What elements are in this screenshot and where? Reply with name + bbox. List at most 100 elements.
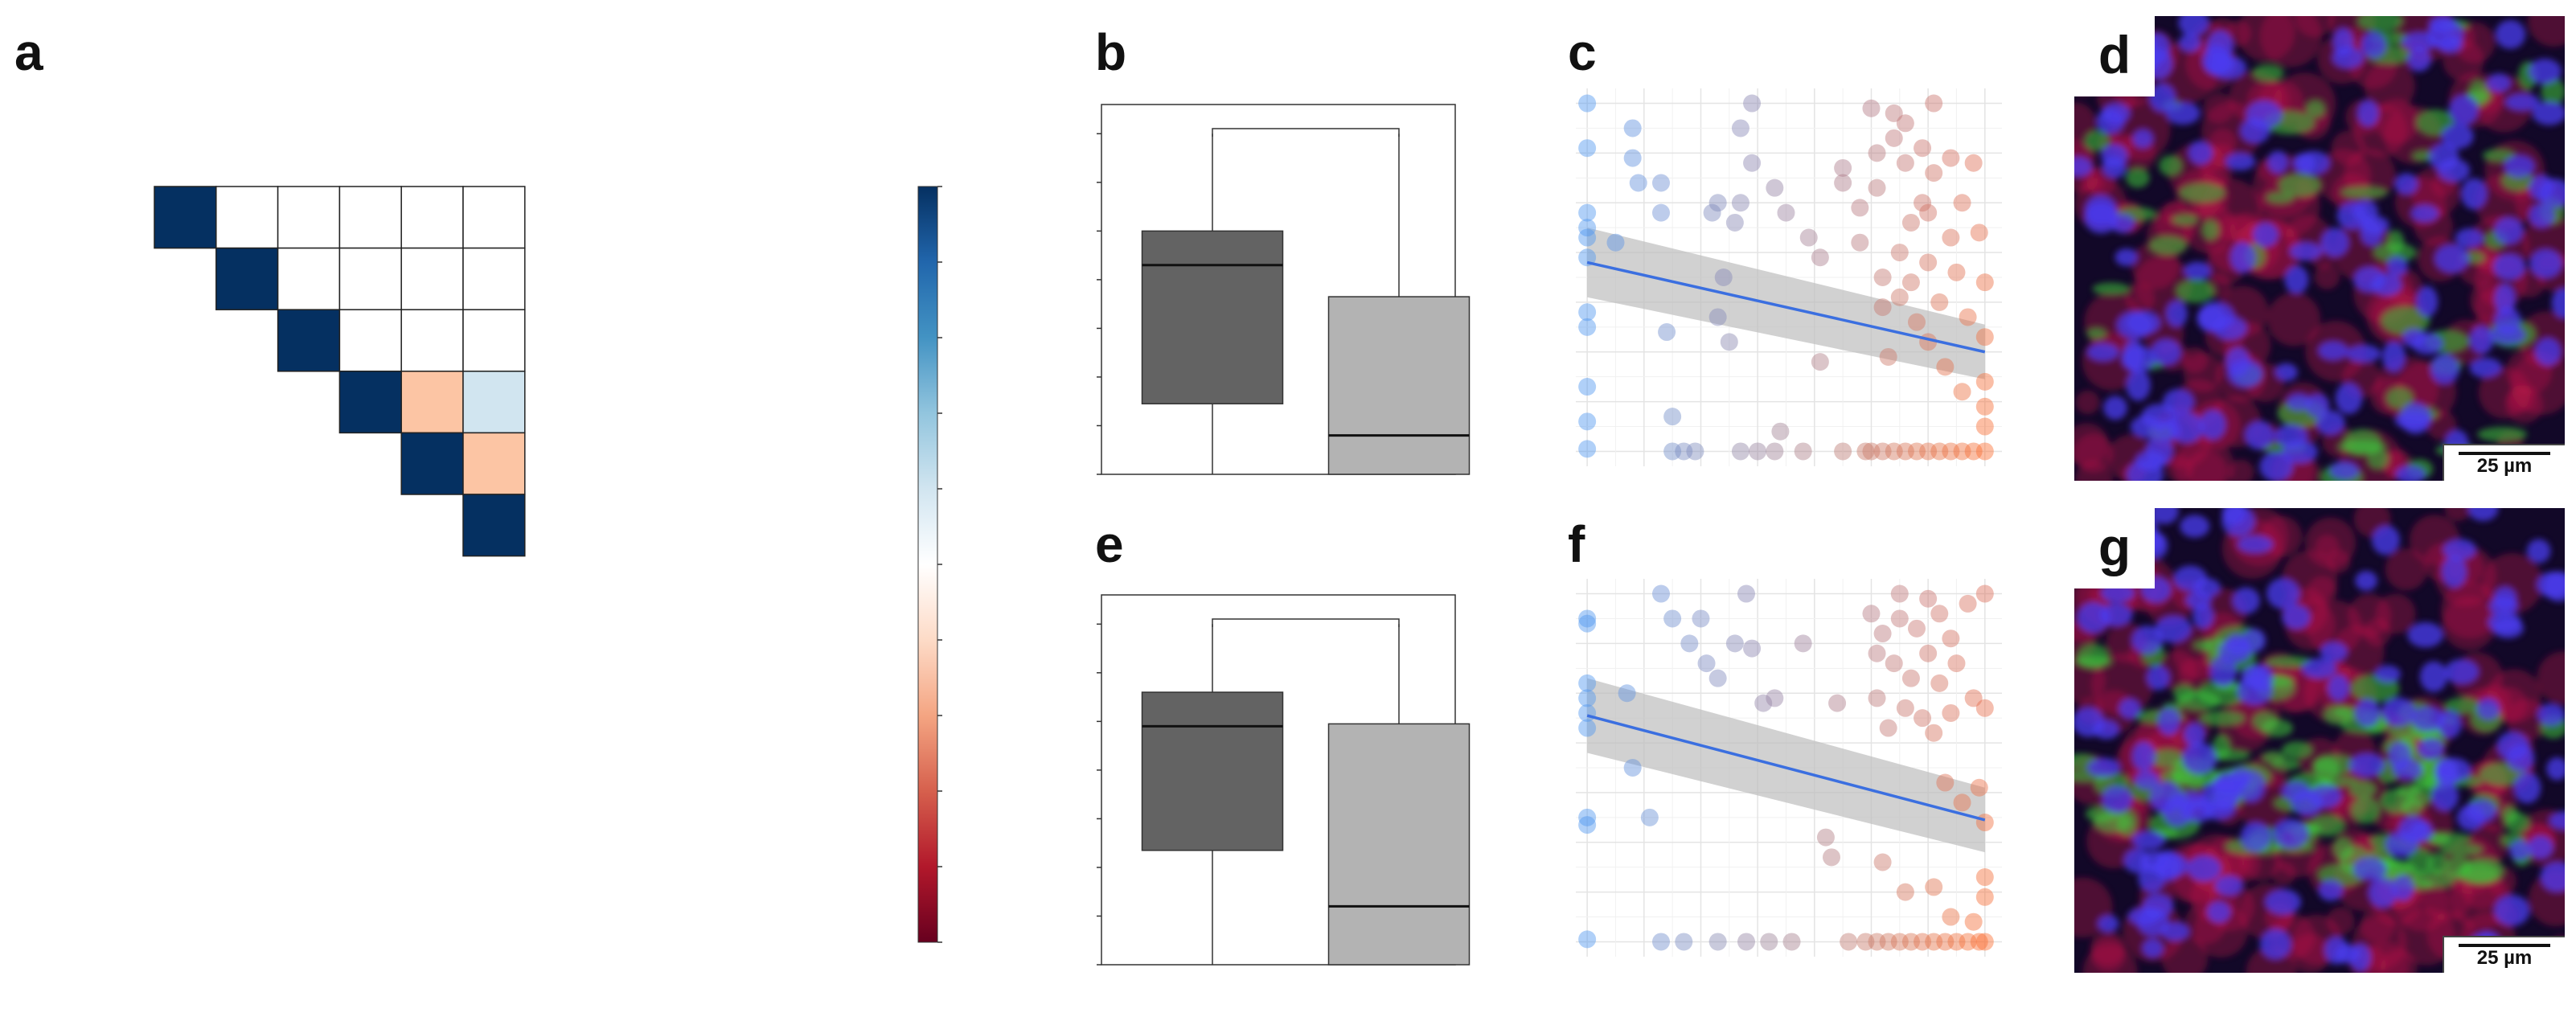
nucleus-signal [2178,33,2201,52]
scatter-point [1708,669,1727,687]
scatter-point [1578,412,1597,431]
lat1-vhl-scatter [1576,88,2002,466]
nucleus-signal [2141,404,2178,429]
stroma-signal [2409,779,2434,806]
nucleus-signal [2123,338,2144,371]
nucleus-signal [2141,938,2164,958]
scatter-point [1868,178,1886,197]
scatter-point [1947,933,1966,951]
scatter-point [1885,442,1903,461]
cytoplasm-signal [2090,937,2127,973]
stroma-signal [2305,100,2326,118]
nucleus-signal [2317,340,2348,361]
scatter-point [1970,778,1988,797]
nucleus-signal [2504,92,2540,112]
stroma-signal [2504,812,2530,834]
scatter-point [1953,793,1971,812]
scatter-point [1731,119,1749,137]
scatter-point [1578,203,1597,222]
nucleus-signal [2345,344,2381,363]
scatter-point [1885,654,1903,673]
cytoplasm-signal [2528,16,2565,47]
nucleus-signal [2549,811,2565,830]
stroma-signal [2086,327,2107,339]
scatter-point [1964,154,1983,172]
scatter-point [1925,878,1943,896]
nucleus-signal [2493,894,2530,927]
cytoplasm-signal [2364,60,2415,113]
scatter-point [1975,397,1994,416]
nucleus-signal [2214,875,2243,896]
nucleus-signal [2204,52,2235,76]
scatter-point [1725,213,1744,232]
scatter-point [1840,933,1858,951]
scatter-point [1868,144,1886,162]
nucleus-signal [2183,261,2212,281]
scatter-point [1919,644,1938,662]
nucleus-signal [2307,784,2342,809]
stroma-signal [2199,710,2246,727]
scatter-point [1737,933,1755,951]
nucleus-signal [2476,698,2500,720]
nucleus-signal [2259,928,2291,960]
panel-letter-g: g [2074,508,2155,588]
scatter-point [1901,933,1920,951]
scatter-point [1708,308,1727,326]
nucleus-signal [2437,710,2462,739]
stroma-signal [2351,796,2381,824]
nucleus-signal [2431,781,2459,812]
nucleus-signal [2084,195,2118,226]
scatter-point [1578,609,1597,628]
scatter-point [1766,442,1784,461]
nucleus-signal [2281,781,2311,802]
scatter-point [1925,724,1943,742]
nucleus-signal [2074,707,2105,737]
scatter-point [1901,273,1920,292]
scatter-point [1914,139,1932,158]
nucleus-signal [2529,203,2555,229]
scatter-point [1896,114,1914,133]
nucleus-signal [2504,154,2536,178]
scatter-point [1873,853,1892,871]
nucleus-signal [2209,656,2238,687]
nucleus-signal [2281,605,2311,629]
stroma-signal [2482,149,2516,162]
scatter-point [1680,634,1699,653]
box-body [1327,723,1471,966]
nucleus-signal [2320,642,2348,662]
scatter-point [1879,933,1897,951]
nucleus-signal [2126,369,2151,401]
cytoplasm-signal [2444,508,2471,522]
scatter-point [1606,233,1625,252]
stroma-signal [2340,186,2389,199]
scatter-point [1975,584,1994,603]
nucleus-signal [2381,341,2406,373]
scatter-point [1623,119,1642,137]
nucleus-signal [2131,625,2164,654]
stroma-signal [2343,428,2381,456]
nucleus-signal [2266,150,2289,174]
nucleus-signal [2528,58,2562,84]
panel-letter-b: b [1095,23,1127,81]
nucleus-signal [2197,305,2226,333]
nucleus-signal [2275,363,2298,382]
nucleus-signal [2318,880,2344,901]
scatter-point [1942,149,1960,167]
scatter-point [1942,629,1960,648]
scatter-point [1896,154,1914,172]
stroma-signal [2312,757,2340,781]
micrograph-d-image [2074,16,2565,481]
nucleus-signal [2492,252,2526,281]
scatter-point [1697,654,1716,673]
nucleus-signal [2419,661,2448,692]
nucleus-signal [2225,152,2256,171]
nucleus-signal [2494,283,2516,315]
nucleus-signal [2086,342,2119,362]
nucleus-signal [2332,27,2354,57]
nucleus-signal [2110,213,2135,234]
cytoplasm-signal [2385,548,2427,591]
nucleus-signal [2529,174,2554,201]
nucleus-signal [2371,273,2402,297]
glut1-vhl-scatter [1576,579,2002,957]
scatter-point [1862,605,1881,623]
